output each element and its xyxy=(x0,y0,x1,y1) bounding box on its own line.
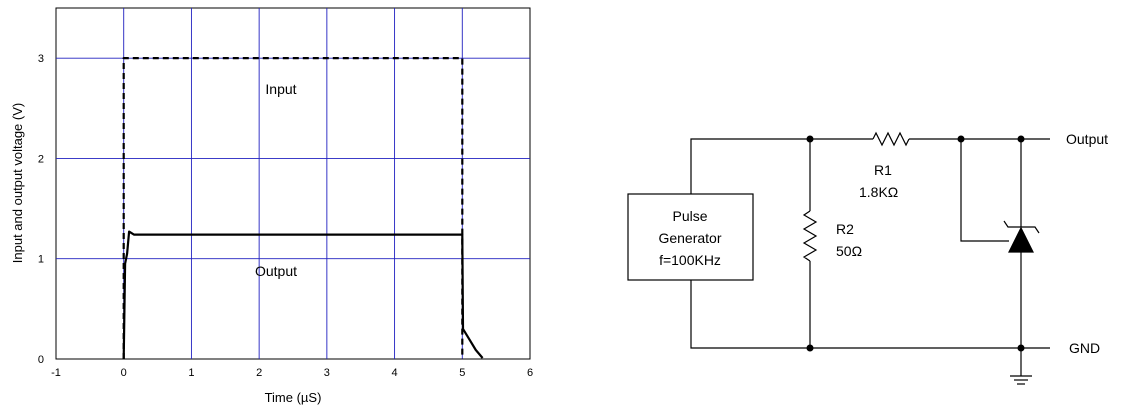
y-tick-label: 1 xyxy=(38,254,44,266)
generator-label-line1: Pulse xyxy=(672,208,707,224)
generator-label-line2: Generator xyxy=(658,230,721,246)
x-tick-label: 2 xyxy=(256,367,262,379)
series xyxy=(122,56,484,360)
grid xyxy=(56,8,530,359)
y-tick-label: 0 xyxy=(38,354,44,366)
x-tick-label: 4 xyxy=(392,367,398,379)
junction-dot xyxy=(806,344,814,352)
diode-bar xyxy=(1003,220,1040,234)
tick-labels: -1 0 1 2 3 4 5 6 0 1 2 3 xyxy=(38,53,533,379)
input-annotation: Input xyxy=(265,81,296,97)
wire-bottom xyxy=(690,280,1050,349)
output-annotation: Output xyxy=(255,263,297,279)
junction-dot xyxy=(957,135,965,143)
x-tick-label: 1 xyxy=(188,367,194,379)
wire-adjust xyxy=(960,139,1009,242)
x-axis-label: Time (µS) xyxy=(265,390,322,405)
resistor-r1 xyxy=(872,131,910,147)
circuit-diagram xyxy=(627,131,1050,385)
x-tick-label: 5 xyxy=(459,367,465,379)
resistor-r2 xyxy=(802,210,818,262)
gnd-terminal-label: GND xyxy=(1069,340,1100,356)
generator-label-line3: f=100KHz xyxy=(659,252,721,268)
output-terminal-label: Output xyxy=(1066,131,1108,147)
wire-top-left xyxy=(690,138,810,194)
y-axis-label: Input and output voltage (V) xyxy=(10,103,25,263)
series-line-output xyxy=(122,230,484,360)
voltage-chart: -1 0 1 2 3 4 5 6 0 1 2 3 Input Output Time (µS) Inp… xyxy=(10,7,533,405)
r1-name: R1 xyxy=(874,162,892,178)
y-tick-label: 3 xyxy=(38,53,44,65)
r2-value: 50Ω xyxy=(836,243,862,259)
diode-triangle xyxy=(1008,226,1034,253)
r2-name: R2 xyxy=(836,221,854,237)
junction-dot xyxy=(1017,135,1025,143)
y-tick-label: 2 xyxy=(38,153,44,165)
x-tick-label: 0 xyxy=(121,367,127,379)
r1-value: 1.8KΩ xyxy=(859,184,898,200)
x-tick-label: 3 xyxy=(324,367,330,379)
plot-frame xyxy=(55,7,531,360)
junction-dot xyxy=(806,135,814,143)
x-tick-label: 6 xyxy=(527,367,533,379)
x-tick-label: -1 xyxy=(51,367,61,379)
junction-dot xyxy=(1017,344,1025,352)
series-line-input xyxy=(122,56,464,359)
